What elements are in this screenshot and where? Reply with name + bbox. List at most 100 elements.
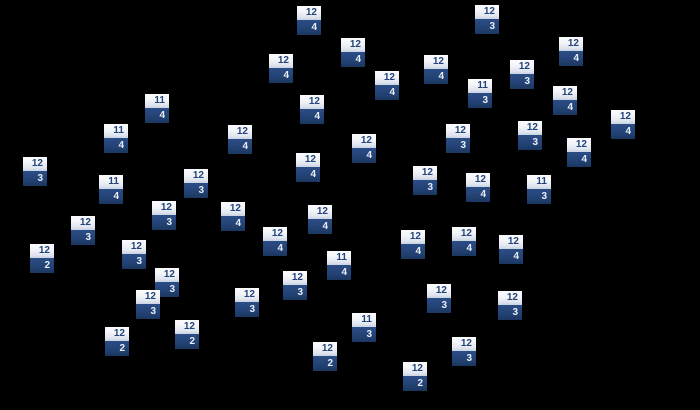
marker-bottom-value: 2 — [175, 334, 199, 349]
marker-top-value: 12 — [401, 230, 425, 244]
cluster-marker[interactable]: 12 3 — [446, 124, 470, 153]
marker-bottom-value: 3 — [527, 189, 551, 204]
marker-bottom-value: 4 — [553, 100, 577, 115]
cluster-marker[interactable]: 12 4 — [269, 54, 293, 83]
cluster-marker[interactable]: 12 4 — [228, 125, 252, 154]
cluster-marker[interactable]: 12 3 — [283, 271, 307, 300]
marker-bottom-value: 4 — [221, 216, 245, 231]
marker-top-value: 12 — [269, 54, 293, 68]
cluster-marker[interactable]: 12 2 — [175, 320, 199, 349]
marker-bottom-value: 4 — [466, 187, 490, 202]
cluster-marker[interactable]: 12 3 — [475, 5, 499, 34]
cluster-marker[interactable]: 12 4 — [308, 205, 332, 234]
marker-top-value: 12 — [71, 216, 95, 230]
cluster-marker[interactable]: 12 4 — [352, 134, 376, 163]
marker-bottom-value: 4 — [567, 152, 591, 167]
cluster-marker[interactable]: 12 4 — [401, 230, 425, 259]
cluster-marker[interactable]: 12 4 — [297, 6, 321, 35]
marker-top-value: 12 — [475, 5, 499, 19]
cluster-marker[interactable]: 12 4 — [341, 38, 365, 67]
cluster-marker[interactable]: 12 4 — [375, 71, 399, 100]
cluster-marker[interactable]: 12 4 — [296, 153, 320, 182]
cluster-marker[interactable]: 11 3 — [468, 79, 492, 108]
cluster-marker[interactable]: 12 4 — [452, 227, 476, 256]
marker-top-value: 11 — [104, 124, 128, 138]
cluster-marker[interactable]: 12 4 — [221, 202, 245, 231]
cluster-marker[interactable]: 12 2 — [313, 342, 337, 371]
marker-bottom-value: 3 — [235, 302, 259, 317]
cluster-marker[interactable]: 12 3 — [122, 240, 146, 269]
cluster-marker[interactable]: 12 2 — [105, 327, 129, 356]
marker-top-value: 11 — [352, 313, 376, 327]
cluster-marker[interactable]: 12 4 — [424, 55, 448, 84]
marker-top-value: 12 — [518, 121, 542, 135]
cluster-marker[interactable]: 12 3 — [498, 291, 522, 320]
marker-top-value: 12 — [466, 173, 490, 187]
marker-bottom-value: 4 — [145, 108, 169, 123]
marker-top-value: 12 — [175, 320, 199, 334]
cluster-marker[interactable]: 12 3 — [184, 169, 208, 198]
cluster-marker[interactable]: 11 4 — [99, 175, 123, 204]
marker-bottom-value: 3 — [283, 285, 307, 300]
cluster-marker[interactable]: 11 3 — [352, 313, 376, 342]
marker-top-value: 11 — [468, 79, 492, 93]
marker-bottom-value: 4 — [452, 241, 476, 256]
cluster-marker[interactable]: 12 3 — [510, 60, 534, 89]
cluster-marker[interactable]: 12 3 — [152, 201, 176, 230]
cluster-marker[interactable]: 11 3 — [527, 175, 551, 204]
cluster-marker[interactable]: 12 3 — [136, 290, 160, 319]
marker-bottom-value: 3 — [155, 282, 179, 297]
marker-top-value: 12 — [352, 134, 376, 148]
marker-top-value: 12 — [427, 284, 451, 298]
marker-top-value: 12 — [228, 125, 252, 139]
cluster-marker[interactable]: 11 4 — [327, 251, 351, 280]
cluster-marker[interactable]: 12 3 — [452, 337, 476, 366]
marker-top-value: 12 — [611, 110, 635, 124]
cluster-marker[interactable]: 12 4 — [559, 37, 583, 66]
marker-top-value: 12 — [341, 38, 365, 52]
marker-bottom-value: 4 — [269, 68, 293, 83]
cluster-marker[interactable]: 12 4 — [466, 173, 490, 202]
marker-top-value: 12 — [297, 6, 321, 20]
cluster-marker[interactable]: 12 2 — [403, 362, 427, 391]
marker-bottom-value: 3 — [136, 304, 160, 319]
cluster-marker[interactable]: 12 3 — [23, 157, 47, 186]
cluster-marker[interactable]: 12 4 — [499, 235, 523, 264]
cluster-marker[interactable]: 12 4 — [567, 138, 591, 167]
marker-bottom-value: 4 — [327, 265, 351, 280]
marker-bottom-value: 3 — [122, 254, 146, 269]
marker-bottom-value: 3 — [468, 93, 492, 108]
marker-top-value: 12 — [313, 342, 337, 356]
cluster-marker[interactable]: 12 3 — [71, 216, 95, 245]
cluster-marker[interactable]: 12 4 — [300, 95, 324, 124]
marker-bottom-value: 4 — [375, 85, 399, 100]
cluster-marker[interactable]: 12 4 — [553, 86, 577, 115]
cluster-marker[interactable]: 12 3 — [427, 284, 451, 313]
marker-bottom-value: 2 — [105, 341, 129, 356]
marker-bottom-value: 4 — [104, 138, 128, 153]
cluster-marker[interactable]: 12 3 — [413, 166, 437, 195]
marker-bottom-value: 2 — [313, 356, 337, 371]
cluster-marker[interactable]: 12 2 — [30, 244, 54, 273]
marker-top-value: 12 — [30, 244, 54, 258]
marker-top-value: 12 — [498, 291, 522, 305]
marker-bottom-value: 3 — [23, 171, 47, 186]
cluster-marker[interactable]: 12 3 — [235, 288, 259, 317]
cluster-marker[interactable]: 12 4 — [611, 110, 635, 139]
marker-bottom-value: 3 — [413, 180, 437, 195]
marker-top-value: 12 — [122, 240, 146, 254]
marker-bottom-value: 3 — [452, 351, 476, 366]
cluster-marker[interactable]: 11 4 — [145, 94, 169, 123]
marker-bottom-value: 4 — [99, 189, 123, 204]
marker-bottom-value: 4 — [499, 249, 523, 264]
cluster-marker[interactable]: 12 3 — [518, 121, 542, 150]
marker-top-value: 12 — [375, 71, 399, 85]
cluster-marker[interactable]: 12 4 — [263, 227, 287, 256]
marker-bottom-value: 3 — [352, 327, 376, 342]
marker-top-value: 12 — [413, 166, 437, 180]
cluster-marker[interactable]: 11 4 — [104, 124, 128, 153]
cluster-marker[interactable]: 12 3 — [155, 268, 179, 297]
marker-top-value: 12 — [403, 362, 427, 376]
marker-bottom-value: 4 — [263, 241, 287, 256]
